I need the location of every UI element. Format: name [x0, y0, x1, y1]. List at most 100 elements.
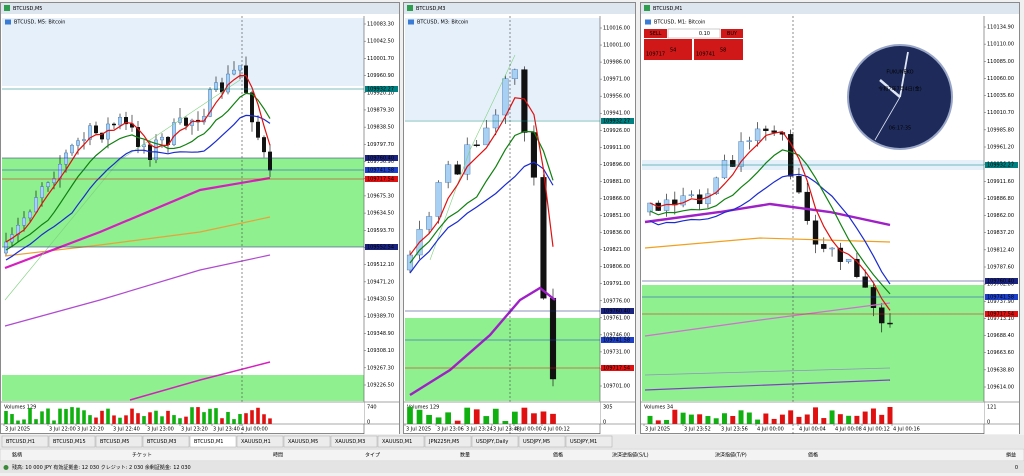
tab-label[interactable]: BTCUSD,H1 — [6, 439, 35, 445]
ask-box[interactable] — [694, 39, 743, 60]
buy-text[interactable]: BUY — [727, 31, 738, 37]
price-label: 109348.90 — [367, 331, 394, 337]
tab-label[interactable]: XAUUSD,M1 — [382, 439, 412, 445]
ma-line — [409, 97, 554, 256]
candle-body — [207, 89, 212, 117]
volume-bar — [232, 419, 236, 424]
price-label: 110083.30 — [367, 22, 394, 28]
price-label: 109308.10 — [367, 348, 394, 354]
tab-label[interactable]: USDJPY,M5 — [523, 439, 550, 445]
price-marker — [601, 118, 634, 124]
zone-band — [2, 375, 364, 401]
tab[interactable] — [471, 435, 519, 448]
column-header: 価格 — [808, 452, 818, 459]
tab[interactable] — [236, 435, 284, 448]
volume-bar — [550, 413, 556, 424]
price-marker-label: 109760.40 — [603, 309, 630, 315]
volume-tick: 0 — [603, 420, 606, 426]
volume-bar — [166, 410, 170, 424]
candle-body — [445, 164, 452, 183]
volume-bar — [106, 408, 110, 424]
volume-bar — [130, 408, 134, 424]
time-label: 4 Jul 00:04 — [799, 427, 826, 433]
window-title[interactable]: BTCUSD,M3 — [416, 6, 445, 12]
tab[interactable] — [518, 435, 566, 448]
lot-box[interactable] — [667, 28, 721, 39]
volume-bar — [454, 420, 461, 424]
volume-bar — [531, 413, 537, 424]
candle-body — [464, 144, 471, 175]
bid-box[interactable] — [644, 39, 692, 60]
tab-label[interactable]: USDJPY,Daily — [476, 439, 508, 445]
tab[interactable] — [424, 435, 472, 448]
sell-text[interactable]: SELL — [650, 31, 662, 37]
tab-label[interactable]: XAUUSD,M3 — [335, 439, 365, 445]
tab[interactable] — [189, 435, 237, 448]
title-bar — [404, 3, 635, 14]
volume-bar — [435, 417, 442, 424]
window-title[interactable]: BTCUSD,M1 — [653, 6, 682, 12]
ma-line — [5, 114, 271, 261]
candle-body — [530, 132, 537, 178]
price-marker-label: 109717.54 — [603, 366, 630, 372]
candle-body — [837, 247, 844, 262]
volume-bar — [112, 415, 116, 424]
time-label: 3 Jul 22:40 — [113, 427, 140, 433]
window-title[interactable]: BTCUSD,M5 — [13, 6, 42, 12]
price-label: 109614.00 — [987, 385, 1014, 391]
tab-label[interactable]: JPN225ft,M5 — [428, 439, 460, 445]
volume-bar — [862, 411, 868, 424]
tab[interactable] — [377, 435, 425, 448]
volume-bar — [268, 418, 272, 424]
tab-label[interactable]: BTCUSD,M3 — [147, 439, 176, 445]
balance-row — [0, 462, 1024, 473]
tab[interactable] — [142, 435, 190, 448]
price-marker-label: 109552.54 — [367, 245, 394, 251]
volume-bar — [688, 414, 694, 424]
price-label: 109713.10 — [987, 316, 1014, 322]
zone-band — [642, 285, 984, 401]
price-label: 109886.80 — [987, 196, 1014, 202]
time-label: 3 Jul 23:40 — [213, 427, 240, 433]
time-label: 3 Jul 23:56 — [721, 427, 748, 433]
volume-bar — [887, 407, 893, 424]
price-label: 109746.00 — [603, 332, 630, 338]
tab-label[interactable]: BTCUSD,M1 — [194, 439, 223, 445]
price-label: 109776.00 — [603, 298, 630, 304]
sell-button[interactable] — [644, 29, 667, 38]
balance-icon — [3, 465, 9, 470]
tab[interactable] — [1, 435, 49, 448]
time-label: 3 Jul 23:48 — [493, 427, 520, 433]
time-label: 3 Jul 2025 — [645, 427, 670, 433]
column-header: 決済指値(T/P) — [715, 452, 747, 459]
tab[interactable] — [283, 435, 331, 448]
candle-body — [821, 244, 827, 249]
price-label: 109797.70 — [367, 142, 394, 148]
chart-icon — [645, 19, 651, 25]
price-label: 109663.60 — [987, 350, 1014, 356]
price-label: 109926.00 — [603, 128, 630, 134]
price-label: 110001.70 — [367, 56, 394, 62]
price-label: 109986.00 — [603, 60, 630, 66]
time-label: 3 Jul 22:00 — [49, 427, 76, 433]
indicator-line — [4, 79, 241, 301]
volume-bar — [94, 417, 98, 424]
candle-body — [705, 193, 711, 205]
tab[interactable] — [330, 435, 378, 448]
tab-label[interactable]: BTCUSD,M5 — [100, 439, 129, 445]
tab-label[interactable]: BTCUSD,M15 — [53, 439, 86, 445]
tab-label[interactable]: USDJPY,M1 — [570, 439, 597, 445]
tab[interactable] — [565, 435, 613, 448]
candle-body — [3, 241, 8, 254]
price-label: 109838.50 — [367, 125, 394, 131]
candle-body — [171, 122, 176, 145]
time-label: 3 Jul 23:24 — [466, 427, 493, 433]
price-marker-label: 109717.54 — [367, 177, 394, 183]
volume-bar — [846, 415, 852, 424]
lot-text[interactable]: 0.10 — [699, 31, 710, 37]
tab-label[interactable]: XAUUSD,M5 — [288, 439, 318, 445]
tab-label[interactable]: XAUUSD,H1 — [241, 439, 271, 445]
buy-button[interactable] — [721, 29, 743, 38]
tab[interactable] — [48, 435, 96, 448]
tab[interactable] — [95, 435, 143, 448]
